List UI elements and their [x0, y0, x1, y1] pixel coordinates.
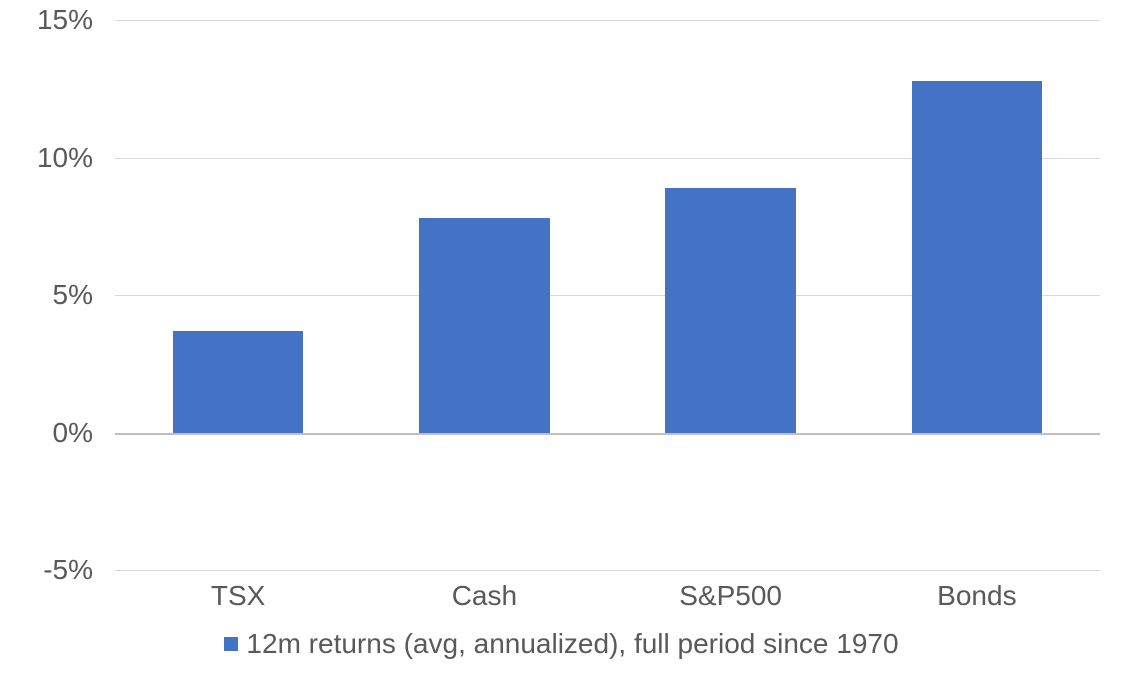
bar: [912, 81, 1043, 433]
y-tick-label: 10%: [0, 142, 93, 174]
x-tick-label: Bonds: [937, 580, 1016, 612]
y-tick-label: -5%: [0, 554, 93, 586]
bar: [173, 331, 304, 433]
y-tick-label: 0%: [0, 417, 93, 449]
legend-swatch: [224, 637, 238, 651]
legend-label: 12m returns (avg, annualized), full peri…: [246, 628, 898, 660]
x-tick-label: TSX: [211, 580, 265, 612]
gridline: [115, 20, 1100, 21]
y-tick-label: 5%: [0, 279, 93, 311]
x-tick-label: S&P500: [679, 580, 782, 612]
x-tick-label: Cash: [452, 580, 517, 612]
plot-area: -5%0%5%10%15%TSXCashS&P500Bonds: [115, 20, 1100, 570]
returns-bar-chart: -5%0%5%10%15%TSXCashS&P500Bonds 12m retu…: [0, 0, 1123, 674]
gridline: [115, 433, 1100, 435]
bar: [665, 188, 796, 433]
legend: 12m returns (avg, annualized), full peri…: [0, 628, 1123, 660]
bar: [419, 218, 550, 433]
gridline: [115, 570, 1100, 571]
y-tick-label: 15%: [0, 4, 93, 36]
